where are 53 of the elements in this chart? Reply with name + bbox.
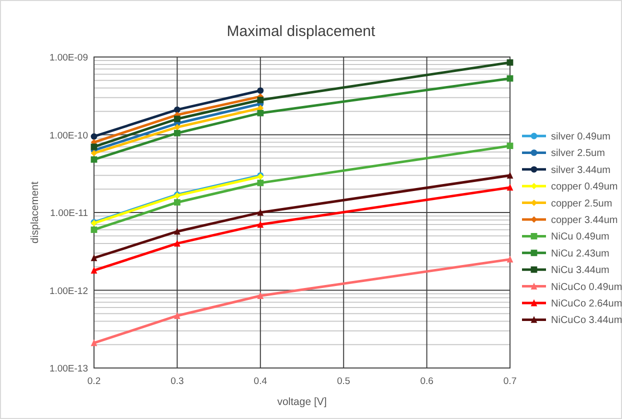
point <box>174 116 180 122</box>
legend-label: copper 3.44um <box>551 215 618 226</box>
point <box>90 144 98 150</box>
point <box>174 312 180 319</box>
legend-label: silver 0.49um <box>551 132 610 142</box>
y-tick-label: 1.00E-10 <box>49 130 88 142</box>
legend-label: copper 2.5um <box>551 198 612 210</box>
point <box>90 254 98 262</box>
y-axis-title: displacement <box>29 181 41 244</box>
y-tick-label: 1.00E-12 <box>49 286 88 297</box>
point <box>174 130 180 136</box>
x-tick-label: 0.5 <box>336 376 350 387</box>
y-tick-label: 1.00E-11 <box>50 208 88 219</box>
point <box>90 150 98 156</box>
x-tick-label: 0.7 <box>503 376 517 387</box>
legend-label: NiCu 0.49um <box>551 232 610 243</box>
point <box>506 75 514 82</box>
legend-label: copper 0.49um <box>551 182 618 193</box>
point <box>257 220 264 228</box>
legend-label: NiCu 2.43um <box>551 248 610 260</box>
point <box>257 292 264 299</box>
point <box>174 228 180 235</box>
y-tick-label: 1.00E-13 <box>49 364 88 374</box>
x-axis-title: voltage [V] <box>277 396 327 408</box>
point <box>506 142 514 150</box>
y-tick-label: 1.00E-09 <box>49 52 88 64</box>
point <box>90 226 98 233</box>
legend-label: NiCuCo 2.64um <box>551 298 622 310</box>
point <box>257 110 264 116</box>
x-tick-label: 0.4 <box>254 376 268 387</box>
x-tick-label: 0.2 <box>87 376 101 387</box>
point <box>174 124 180 130</box>
legend-label: silver 3.44um <box>551 164 610 176</box>
point <box>90 133 98 140</box>
x-tick-label: 0.3 <box>170 376 184 387</box>
point <box>506 256 514 263</box>
point <box>257 87 264 94</box>
point <box>90 339 98 346</box>
point <box>257 96 264 104</box>
point <box>174 106 180 113</box>
point <box>257 180 264 186</box>
legend-label: NiCu 3.44um <box>551 265 610 276</box>
point <box>174 240 180 247</box>
legend-label: NiCuCo 3.44um <box>551 315 622 326</box>
legend-label: NiCuCo 0.49um <box>551 282 622 293</box>
legend-label: silver 2.5um <box>551 148 605 160</box>
x-tick-label: 0.6 <box>420 376 434 387</box>
point <box>90 266 98 274</box>
chart-title: Maximal displacement <box>226 23 376 40</box>
point <box>174 199 180 206</box>
point <box>506 184 514 191</box>
point <box>506 172 514 179</box>
point <box>257 208 264 216</box>
